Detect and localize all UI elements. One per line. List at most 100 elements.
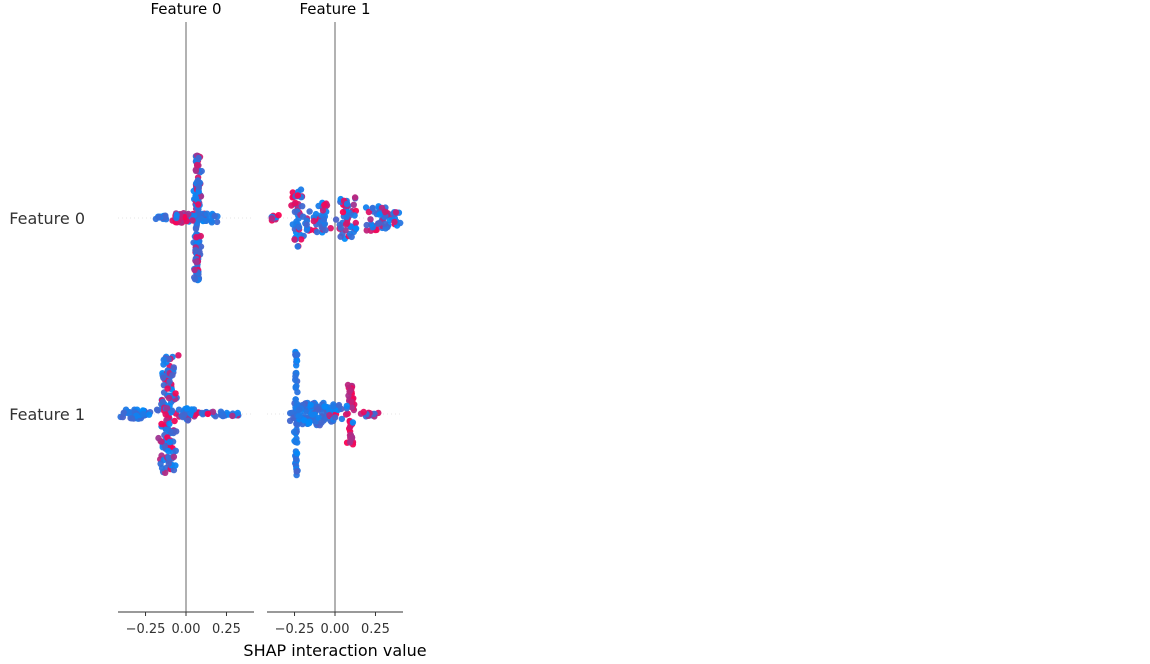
data-point	[173, 211, 180, 219]
data-point	[166, 420, 173, 427]
data-point	[165, 460, 172, 468]
data-point	[195, 183, 202, 191]
data-point	[275, 212, 282, 219]
data-point	[197, 243, 205, 250]
data-point	[318, 419, 325, 426]
data-point	[229, 412, 236, 420]
data-point	[120, 409, 128, 416]
data-point	[172, 462, 179, 469]
data-point	[344, 381, 352, 389]
data-point	[339, 208, 347, 216]
data-point	[360, 408, 367, 416]
data-point	[342, 227, 349, 234]
data-point	[213, 218, 221, 226]
data-point	[294, 192, 301, 199]
data-point	[295, 406, 302, 414]
data-point	[337, 233, 344, 240]
data-point	[365, 208, 373, 216]
x-tick-label: 0.25	[212, 622, 241, 637]
data-point	[348, 434, 356, 441]
data-point	[335, 401, 343, 409]
data-point	[343, 200, 351, 208]
data-point	[351, 212, 358, 219]
x-tick-label: 0.25	[361, 622, 390, 637]
data-point	[321, 201, 328, 209]
x-tick-label: 0.00	[172, 622, 201, 637]
data-point	[306, 208, 313, 215]
data-point	[392, 209, 400, 216]
data-point	[349, 419, 357, 426]
x-tick-label: −0.25	[275, 622, 315, 637]
data-point	[195, 201, 202, 208]
data-point	[194, 177, 202, 184]
data-point	[309, 411, 316, 418]
data-point	[172, 447, 179, 454]
data-point	[234, 409, 241, 417]
data-point	[175, 352, 182, 359]
data-point	[158, 464, 166, 472]
data-point	[140, 411, 147, 418]
data-point	[375, 220, 383, 227]
data-point	[342, 411, 350, 418]
data-point	[192, 247, 199, 254]
data-point	[326, 411, 333, 419]
data-point	[376, 211, 383, 218]
column-title-1: Feature 1	[300, 0, 371, 18]
data-point	[295, 412, 303, 420]
data-point	[162, 469, 169, 476]
data-point	[369, 204, 376, 212]
data-point	[155, 213, 162, 221]
data-point	[161, 443, 168, 450]
data-point	[175, 406, 183, 413]
data-point	[170, 453, 178, 460]
data-point	[166, 438, 173, 446]
data-point	[315, 406, 322, 413]
data-point	[367, 216, 374, 223]
data-point	[381, 220, 389, 228]
data-point	[319, 207, 327, 214]
data-point	[307, 401, 314, 409]
data-point	[346, 439, 354, 446]
data-point	[191, 276, 199, 283]
data-point	[363, 221, 370, 229]
data-point	[183, 405, 191, 412]
data-point	[337, 224, 344, 231]
data-point	[162, 411, 169, 418]
x-axis-label: SHAP interaction value	[243, 641, 426, 660]
data-point	[203, 210, 211, 217]
data-point	[292, 199, 299, 207]
data-point	[164, 385, 171, 392]
data-point	[191, 266, 198, 274]
data-point	[293, 382, 300, 390]
data-point	[342, 221, 350, 228]
data-point	[195, 154, 202, 162]
data-point	[303, 221, 310, 228]
data-point	[172, 390, 179, 397]
data-point	[197, 193, 205, 200]
data-point	[294, 421, 301, 429]
data-point	[295, 224, 303, 231]
data-point	[291, 236, 298, 243]
column-title-0: Feature 0	[151, 0, 222, 18]
data-point	[343, 213, 350, 220]
data-point	[165, 447, 172, 455]
data-point	[351, 194, 359, 201]
data-point	[300, 213, 307, 220]
data-point	[160, 374, 167, 381]
data-point	[320, 216, 327, 223]
data-point	[184, 417, 192, 424]
data-point	[294, 439, 301, 446]
data-point	[189, 217, 196, 224]
data-point	[168, 407, 176, 414]
data-point	[330, 403, 337, 410]
data-point	[268, 215, 275, 222]
data-point	[294, 243, 301, 250]
data-point	[209, 408, 217, 415]
data-point	[343, 402, 350, 410]
data-point	[293, 450, 301, 457]
data-point	[170, 364, 177, 371]
data-point	[153, 406, 161, 413]
data-point	[391, 218, 398, 226]
data-point	[145, 411, 153, 418]
